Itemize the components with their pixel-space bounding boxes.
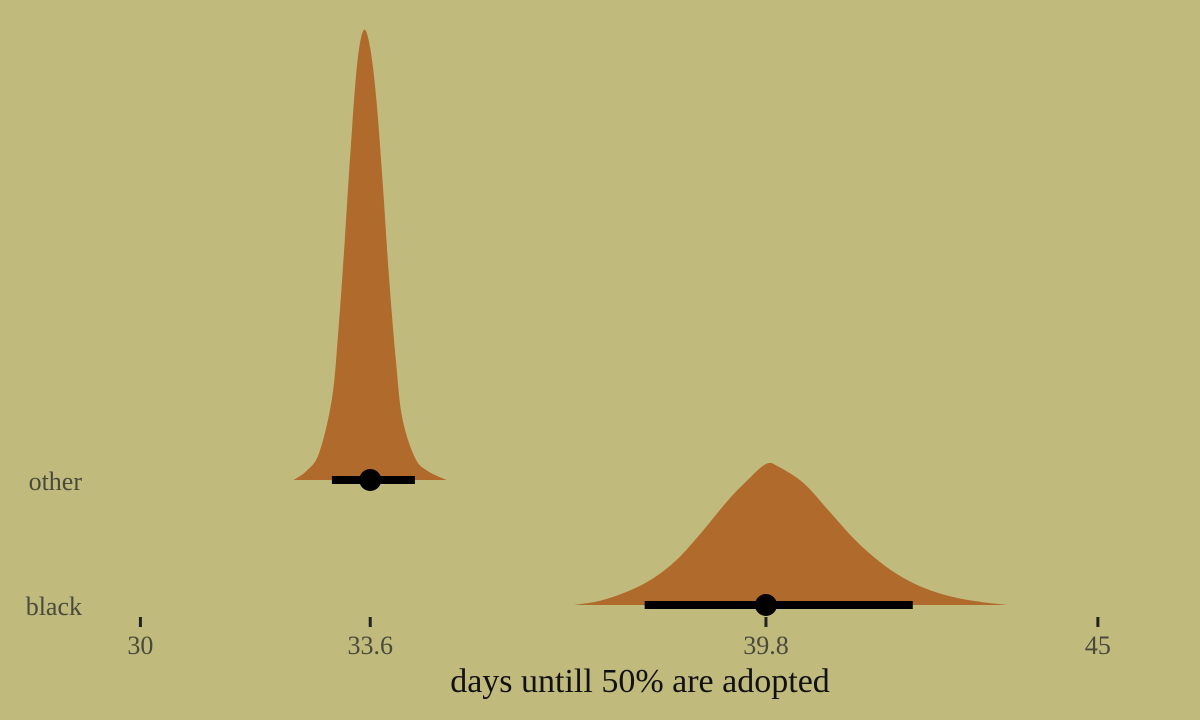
x-tick-label: 30 [127, 631, 153, 660]
category-label-black: black [26, 592, 82, 621]
density-other [293, 29, 447, 480]
point-black [754, 594, 777, 616]
x-axis-title: days untill 50% are adopted [450, 663, 830, 700]
x-axis: 30 33.6 39.8 45 [127, 617, 1111, 660]
interval-layer [331, 469, 913, 616]
x-tick-label: 45 [1085, 631, 1111, 660]
point-other [359, 469, 382, 491]
density-black [574, 462, 1009, 605]
category-label-other: other [29, 467, 83, 496]
category-axis: black other [26, 467, 83, 621]
x-tick-label: 33.6 [347, 631, 393, 660]
density-layer [293, 29, 1009, 605]
x-tick-label: 39.8 [743, 631, 789, 660]
